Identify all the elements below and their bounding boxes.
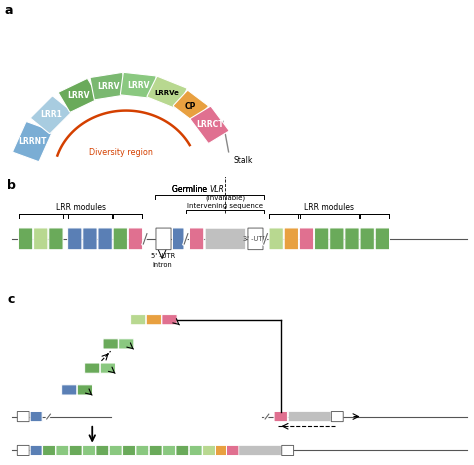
Text: (Invariable): (Invariable) [205, 194, 245, 201]
FancyBboxPatch shape [109, 445, 122, 456]
FancyBboxPatch shape [90, 73, 127, 100]
FancyBboxPatch shape [100, 363, 116, 373]
FancyBboxPatch shape [331, 412, 343, 422]
FancyBboxPatch shape [239, 445, 281, 455]
Text: Germline: Germline [172, 186, 210, 194]
FancyBboxPatch shape [83, 228, 97, 250]
FancyBboxPatch shape [282, 445, 293, 456]
Text: LRRV: LRRV [127, 81, 149, 90]
FancyBboxPatch shape [216, 445, 228, 456]
FancyBboxPatch shape [77, 385, 92, 395]
FancyBboxPatch shape [120, 73, 156, 99]
Text: 5' -UTR: 5' -UTR [151, 253, 176, 259]
FancyBboxPatch shape [43, 445, 55, 456]
FancyBboxPatch shape [163, 445, 175, 456]
FancyBboxPatch shape [315, 228, 329, 250]
FancyBboxPatch shape [156, 228, 171, 250]
Text: LRRV: LRRV [67, 91, 90, 100]
FancyBboxPatch shape [173, 91, 208, 121]
Text: SP: SP [174, 253, 182, 258]
Text: 3' -UTR: 3' -UTR [244, 236, 267, 242]
FancyBboxPatch shape [205, 228, 246, 249]
Text: Germline: Germline [172, 186, 210, 194]
Text: a: a [5, 4, 13, 17]
FancyBboxPatch shape [300, 228, 314, 250]
FancyBboxPatch shape [13, 122, 53, 161]
FancyBboxPatch shape [330, 228, 344, 250]
FancyBboxPatch shape [360, 228, 374, 250]
FancyBboxPatch shape [146, 315, 162, 325]
FancyBboxPatch shape [189, 445, 202, 456]
FancyBboxPatch shape [30, 445, 42, 456]
Text: LRR modules: LRR modules [55, 203, 106, 213]
FancyBboxPatch shape [375, 228, 390, 250]
FancyBboxPatch shape [149, 445, 162, 456]
FancyBboxPatch shape [123, 445, 136, 456]
FancyBboxPatch shape [227, 445, 239, 456]
Text: LRRV: LRRV [97, 82, 120, 91]
Text: CP: CP [185, 101, 197, 111]
FancyBboxPatch shape [49, 228, 63, 250]
FancyBboxPatch shape [18, 412, 29, 422]
FancyBboxPatch shape [58, 79, 99, 112]
FancyBboxPatch shape [274, 412, 287, 422]
Text: LRRNT: LRRNT [18, 137, 47, 146]
Text: b: b [7, 179, 16, 192]
Text: SP: SP [173, 236, 183, 242]
FancyBboxPatch shape [68, 228, 82, 250]
FancyBboxPatch shape [69, 445, 82, 456]
Text: Diversity region: Diversity region [90, 148, 154, 157]
Text: c: c [7, 293, 15, 306]
FancyBboxPatch shape [103, 339, 118, 349]
FancyBboxPatch shape [18, 445, 29, 456]
Text: LRR modules: LRR modules [304, 203, 354, 213]
FancyBboxPatch shape [31, 96, 72, 133]
FancyBboxPatch shape [162, 315, 177, 325]
FancyBboxPatch shape [30, 412, 42, 422]
Text: Stalk: Stalk [233, 156, 253, 165]
Text: VLR: VLR [210, 186, 224, 194]
FancyBboxPatch shape [173, 228, 184, 250]
FancyBboxPatch shape [284, 228, 299, 250]
FancyBboxPatch shape [345, 228, 359, 250]
Text: LRR1: LRR1 [40, 110, 62, 120]
FancyBboxPatch shape [118, 339, 134, 349]
FancyBboxPatch shape [136, 445, 149, 456]
FancyBboxPatch shape [34, 228, 48, 250]
Text: LRRCT: LRRCT [196, 120, 223, 129]
FancyBboxPatch shape [131, 315, 146, 325]
FancyBboxPatch shape [62, 385, 77, 395]
Text: LRRVe: LRRVe [155, 90, 180, 96]
FancyBboxPatch shape [289, 412, 331, 421]
Text: Intervening sequence: Intervening sequence [187, 203, 263, 209]
FancyBboxPatch shape [18, 228, 33, 250]
FancyBboxPatch shape [82, 445, 95, 456]
FancyBboxPatch shape [248, 228, 263, 250]
Text: Germline: Germline [172, 186, 210, 194]
FancyBboxPatch shape [85, 363, 100, 373]
FancyBboxPatch shape [190, 106, 229, 143]
FancyBboxPatch shape [113, 228, 128, 250]
FancyBboxPatch shape [202, 445, 216, 456]
Text: Intron: Intron [152, 262, 172, 268]
FancyBboxPatch shape [147, 76, 187, 109]
FancyBboxPatch shape [56, 445, 69, 456]
FancyBboxPatch shape [269, 228, 283, 250]
FancyBboxPatch shape [176, 445, 189, 456]
FancyBboxPatch shape [128, 228, 143, 250]
FancyBboxPatch shape [96, 445, 109, 456]
FancyBboxPatch shape [190, 228, 204, 250]
FancyBboxPatch shape [98, 228, 112, 250]
